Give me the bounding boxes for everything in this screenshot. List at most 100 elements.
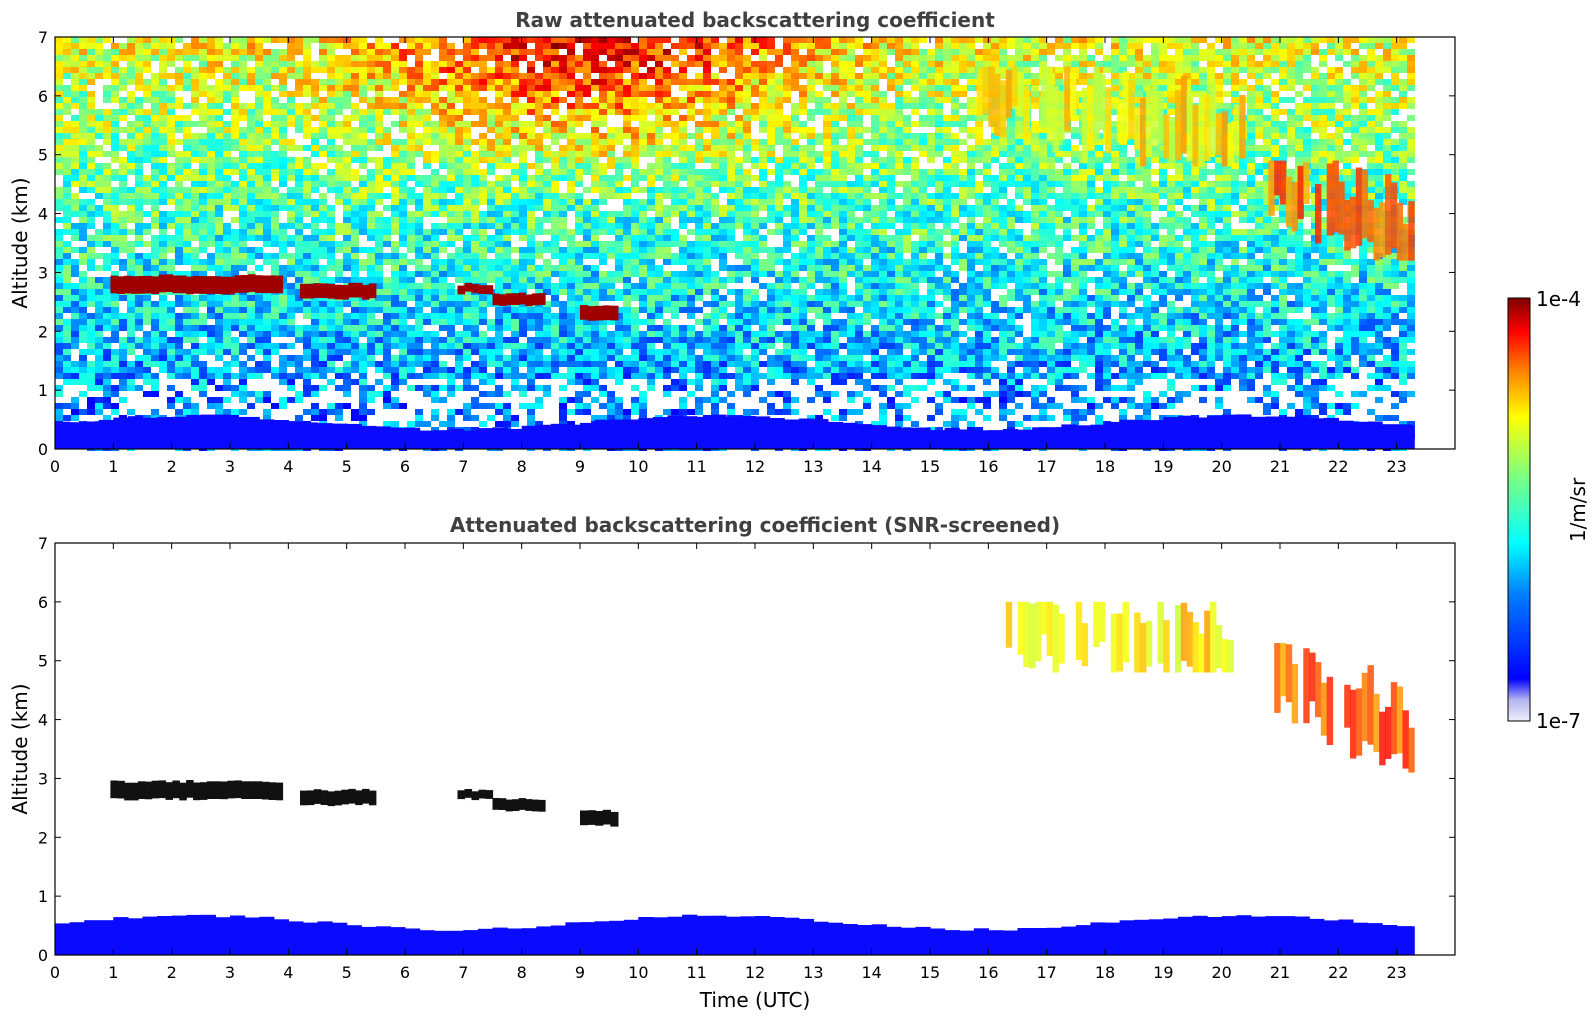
noise-cell [743, 79, 751, 85]
noise-cell [527, 85, 535, 91]
noise-cell [303, 367, 311, 373]
noise-cell [79, 151, 87, 157]
noise-cell [711, 403, 719, 409]
noise-cell [87, 133, 95, 139]
noise-cell [319, 277, 327, 283]
noise-cell [511, 265, 519, 271]
noise-cell [543, 193, 551, 199]
noise-cell [335, 337, 343, 343]
noise-cell [79, 361, 87, 367]
noise-cell [575, 79, 583, 85]
noise-cell [71, 175, 79, 181]
noise-cell [439, 67, 447, 73]
noise-cell [311, 235, 319, 241]
noise-cell [127, 241, 135, 247]
noise-cell [407, 139, 415, 145]
noise-cell [231, 319, 239, 325]
noise-cell [599, 49, 607, 55]
noise-cell [471, 301, 479, 307]
noise-cell [615, 349, 623, 355]
noise-cell [319, 265, 327, 271]
noise-cell [359, 145, 367, 151]
noise-cell [599, 337, 607, 343]
noise-cell [239, 133, 247, 139]
noise-cell [207, 67, 215, 73]
noise-cell [463, 295, 471, 301]
noise-cell [79, 271, 87, 277]
noise-cell [503, 265, 511, 271]
noise-cell [119, 325, 127, 331]
noise-cell [703, 199, 711, 205]
noise-cell [663, 271, 671, 277]
noise-cell [743, 307, 751, 313]
noise-cell [71, 73, 79, 79]
noise-cell [343, 79, 351, 85]
noise-cell [231, 241, 239, 247]
noise-cell [671, 55, 679, 61]
noise-cell [599, 385, 607, 391]
noise-cell [63, 223, 71, 229]
noise-cell [263, 79, 271, 85]
noise-cell [423, 331, 431, 337]
noise-cell [143, 211, 151, 217]
noise-cell [759, 97, 767, 103]
noise-cell [439, 103, 447, 109]
noise-cell [607, 163, 615, 169]
noise-cell [375, 253, 383, 259]
noise-cell [591, 289, 599, 295]
noise-cell [487, 415, 495, 421]
noise-cell [303, 109, 311, 115]
noise-cell [207, 259, 215, 265]
noise-cell [159, 253, 167, 259]
noise-cell [335, 385, 343, 391]
noise-cell [87, 367, 95, 373]
noise-cell [503, 253, 511, 259]
noise-cell [359, 325, 367, 331]
noise-cell [295, 325, 303, 331]
noise-cell [567, 289, 575, 295]
noise-cell [311, 259, 319, 265]
noise-cell [431, 193, 439, 199]
noise-cell [511, 307, 519, 313]
noise-cell [639, 301, 647, 307]
noise-cell [287, 397, 295, 403]
noise-cell [327, 61, 335, 67]
noise-cell [463, 103, 471, 109]
noise-cell [127, 229, 135, 235]
noise-cell [223, 271, 231, 277]
noise-cell [759, 139, 767, 145]
noise-cell [527, 133, 535, 139]
noise-cell [231, 115, 239, 121]
noise-cell [327, 403, 335, 409]
noise-cell [415, 241, 423, 247]
noise-cell [55, 289, 63, 295]
noise-cell [311, 325, 319, 331]
noise-cell [271, 403, 279, 409]
noise-cell [599, 415, 607, 421]
noise-cell [431, 223, 439, 229]
noise-cell [655, 49, 663, 55]
noise-cell [263, 97, 271, 103]
noise-cell [335, 109, 343, 115]
noise-cell [327, 301, 335, 307]
noise-cell [735, 295, 743, 301]
noise-cell [63, 319, 71, 325]
noise-cell [151, 97, 159, 103]
noise-cell [207, 373, 215, 379]
noise-cell [127, 361, 135, 367]
noise-cell [559, 199, 567, 205]
noise-cell [711, 223, 719, 229]
noise-cell [199, 265, 207, 271]
noise-cell [103, 133, 111, 139]
noise-cell [231, 307, 239, 313]
noise-cell [63, 205, 71, 211]
noise-cell [703, 91, 711, 97]
noise-cell [711, 409, 719, 415]
noise-cell [191, 37, 199, 43]
noise-cell [327, 121, 335, 127]
noise-cell [335, 121, 343, 127]
noise-cell [719, 259, 727, 265]
noise-cell [719, 355, 727, 361]
noise-cell [391, 277, 399, 283]
noise-cell [95, 55, 103, 61]
